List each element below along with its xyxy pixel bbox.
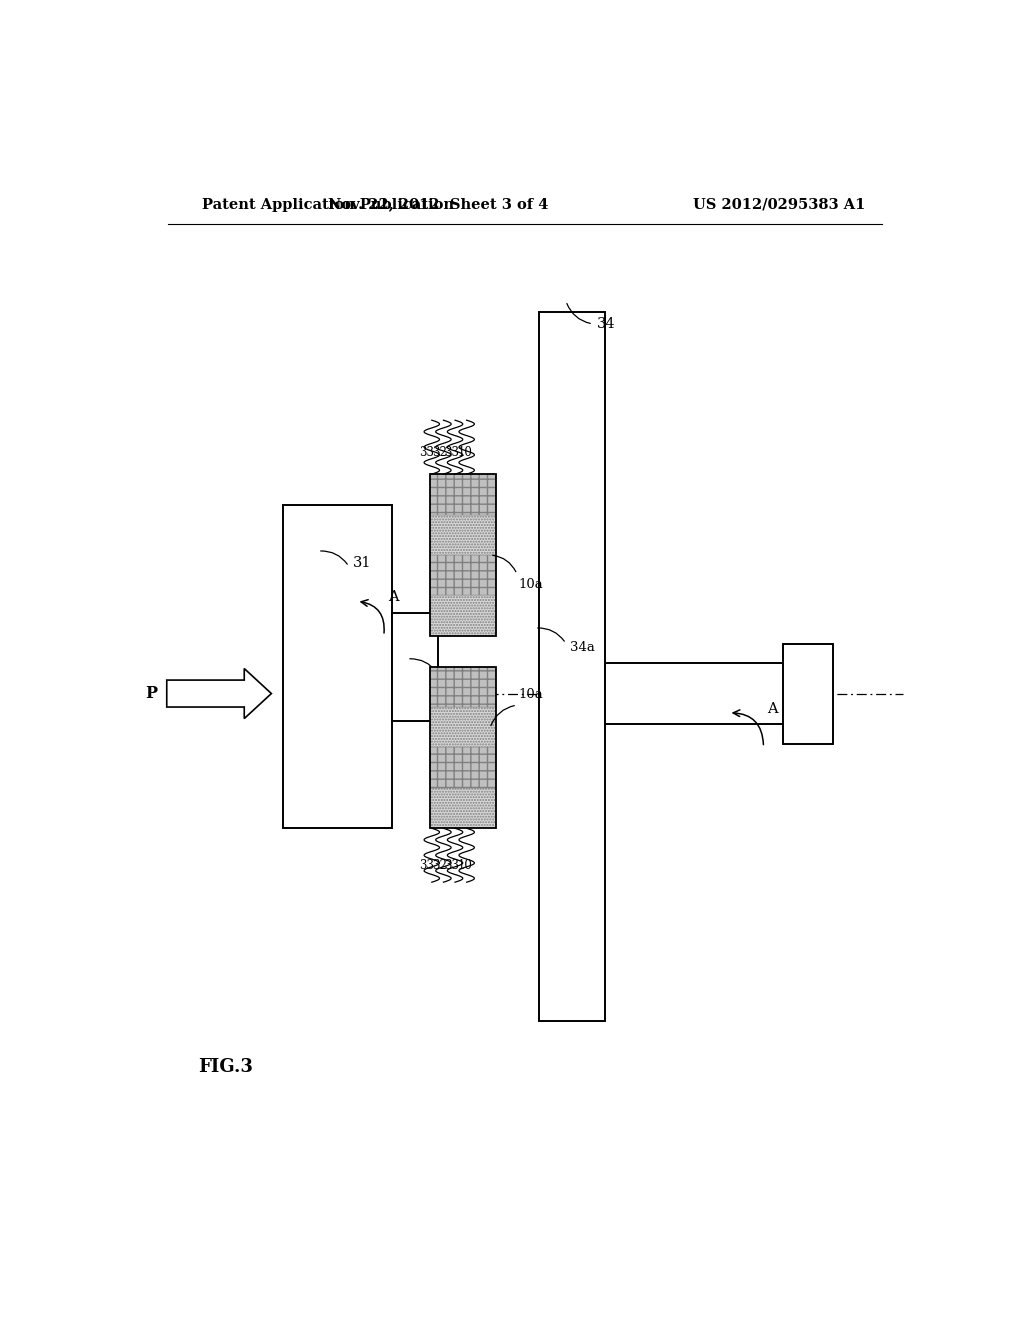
Bar bbox=[430, 474, 496, 515]
Text: Patent Application Publication: Patent Application Publication bbox=[202, 198, 454, 211]
Text: 10a: 10a bbox=[518, 578, 544, 591]
Text: 34a: 34a bbox=[569, 640, 595, 653]
Bar bbox=[430, 708, 496, 747]
Bar bbox=[430, 554, 496, 595]
Bar bbox=[430, 474, 496, 636]
Text: 10: 10 bbox=[458, 446, 472, 459]
Bar bbox=[283, 506, 391, 829]
Text: 31: 31 bbox=[352, 556, 372, 570]
Bar bbox=[783, 644, 834, 743]
Text: Nov. 22, 2012  Sheet 3 of 4: Nov. 22, 2012 Sheet 3 of 4 bbox=[328, 198, 548, 211]
Text: 10a: 10a bbox=[518, 688, 544, 701]
Text: 33: 33 bbox=[419, 859, 434, 873]
Bar bbox=[430, 515, 496, 554]
Bar bbox=[430, 788, 496, 829]
Bar bbox=[430, 667, 496, 708]
Text: 32: 32 bbox=[432, 859, 447, 873]
Bar bbox=[430, 747, 496, 788]
Text: A: A bbox=[767, 702, 778, 715]
Bar bbox=[604, 663, 799, 725]
Text: 32: 32 bbox=[432, 446, 447, 459]
Text: US 2012/0295383 A1: US 2012/0295383 A1 bbox=[693, 198, 865, 211]
Text: 34: 34 bbox=[597, 317, 615, 331]
Text: 33: 33 bbox=[444, 446, 460, 459]
Bar bbox=[430, 595, 496, 636]
Text: FIG.3: FIG.3 bbox=[198, 1059, 253, 1076]
Bar bbox=[430, 667, 496, 829]
Text: P: P bbox=[145, 685, 158, 702]
Text: A: A bbox=[388, 590, 398, 605]
Bar bbox=[391, 612, 438, 721]
Bar bbox=[539, 313, 604, 1020]
Text: 33: 33 bbox=[419, 446, 434, 459]
Text: 31a: 31a bbox=[442, 672, 467, 685]
Text: 10: 10 bbox=[458, 859, 472, 873]
Text: 33: 33 bbox=[444, 859, 460, 873]
Polygon shape bbox=[167, 668, 271, 718]
